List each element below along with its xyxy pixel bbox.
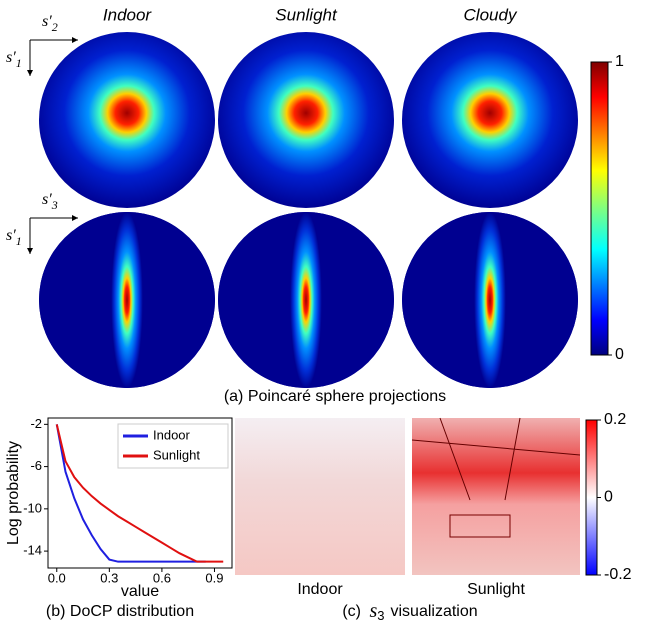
axis-symbol: s′2: [42, 13, 58, 34]
column-title: Sunlight: [275, 5, 338, 24]
y-tick-label: -10: [23, 500, 42, 515]
projection-heatmap: [39, 212, 215, 388]
colorbar: [591, 62, 608, 355]
caption: (c) s3 visualization: [342, 600, 477, 624]
panel-c: Indoor Sunlight 0.2 0 -0.2 (c) s3 visualizatio…: [235, 411, 632, 623]
symbol-base: s′: [6, 227, 16, 244]
indoor-image: [235, 418, 405, 575]
symbol-sub: 1: [16, 56, 22, 70]
column-title: Cloudy: [464, 5, 518, 24]
y-axis-label: Log probability: [5, 441, 22, 545]
axis-symbol: s′3: [42, 191, 58, 212]
legend-label: Sunlight: [153, 447, 200, 462]
caption: (b) DoCP distribution: [46, 603, 194, 620]
y-tick-label: -2: [30, 416, 42, 431]
caption-suffix: visualization: [390, 603, 477, 620]
projection-heatmap: [218, 212, 394, 388]
figure: IndoorSunlightCloudys′2s′1s′3s′101(a) Po…: [0, 0, 650, 626]
colorbar-tick-label: 1: [615, 53, 624, 70]
y-tick-label: -14: [23, 543, 42, 558]
projection-heatmap: [402, 212, 578, 388]
x-tick-label: 0.9: [205, 570, 223, 585]
symbol-base: s′: [42, 13, 52, 30]
x-tick-label: 0.3: [100, 570, 118, 585]
image-label: Indoor: [297, 581, 343, 598]
column-title: Indoor: [103, 5, 153, 24]
symbol-sub: 2: [52, 20, 58, 34]
colorbar: [586, 420, 597, 575]
image-label: Sunlight: [467, 581, 525, 598]
colorbar-tick-label: 0: [615, 346, 624, 363]
x-tick-label: 0.0: [48, 570, 66, 585]
sunlight-image: [412, 418, 580, 575]
y-tick-label: -6: [30, 458, 42, 473]
page: IndoorSunlightCloudys′2s′1s′3s′101(a) Po…: [0, 0, 650, 626]
symbol-base: s′: [42, 191, 52, 208]
axis-symbol: s′1: [6, 49, 22, 70]
legend-label: Indoor: [153, 427, 191, 442]
caption: (a) Poincaré sphere projections: [224, 388, 446, 405]
axis-symbol: s′1: [6, 227, 22, 248]
x-axis-label: value: [121, 583, 159, 600]
colorbar-tick-label: 0.2: [604, 411, 626, 428]
colorbar-tick-label: 0: [604, 489, 613, 506]
colorbar-tick-label: -0.2: [604, 566, 632, 583]
symbol-sub: 3: [51, 198, 58, 212]
caption-symbol: s: [369, 600, 377, 622]
caption-prefix: (c): [342, 603, 361, 620]
caption-sub: 3: [377, 608, 384, 623]
symbol-base: s′: [6, 49, 16, 66]
symbol-sub: 1: [16, 234, 22, 248]
projection-heatmap: [39, 32, 215, 208]
projection-heatmap: [218, 32, 394, 208]
projection-heatmap: [402, 32, 578, 208]
